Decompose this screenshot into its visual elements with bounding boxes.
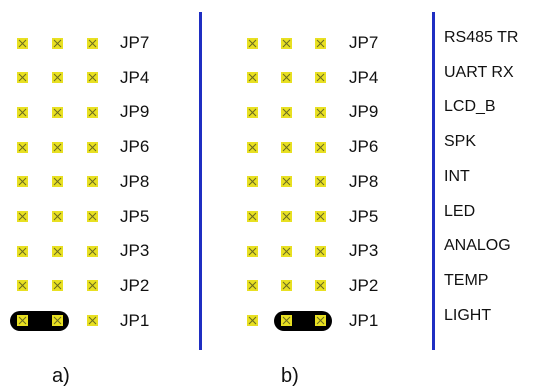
- panel-b-pin-jp1-1: [246, 315, 258, 327]
- function-label-4: INT: [444, 167, 470, 185]
- panel-a-pin-jp7-2: [51, 37, 63, 49]
- panel-b-pin-jp5-2: [280, 211, 292, 222]
- panel-a-pin-jp7-3: [86, 37, 98, 49]
- panel-a-pin-jp6-2: [51, 141, 63, 153]
- panel-b-pin-jp4-2: [280, 72, 292, 84]
- panel-b-pin-jp2-2: [280, 280, 292, 292]
- panel-a-pin-jp9-1: [16, 106, 28, 118]
- panel-b-pin-jp6-1: [246, 141, 258, 153]
- panel-a-pin-jp4-3: [86, 72, 98, 84]
- panel-a-label-jp2: JP2: [120, 275, 150, 295]
- panel-b-pin-jp9-3: [314, 106, 326, 118]
- function-label-6: ANALOG: [444, 237, 511, 255]
- panel-a-pin-jp5-2: [51, 211, 63, 222]
- panel-a-label-jp3: JP3: [120, 241, 150, 261]
- panel-a-pin-jp8-1: [16, 176, 28, 188]
- panel-a-pin-jp5-1: [16, 211, 28, 222]
- panel-b-label-jp9: JP9: [349, 102, 379, 122]
- panel-b-pin-jp9-2: [280, 106, 292, 118]
- panel-b-pin-jp6-3: [314, 141, 326, 153]
- panel-a-pin-jp3-3: [86, 245, 98, 257]
- panel-a-pin-jp9-2: [51, 106, 63, 118]
- panel-b-pin-jp1-2: [280, 315, 292, 327]
- panel-a-label-jp7: JP7: [120, 33, 150, 52]
- panel-a-pin-jp4-2: [51, 72, 63, 84]
- panel-b-pin-jp9-1: [246, 106, 258, 118]
- panel-b-pin-jp5-1: [246, 211, 258, 222]
- panel-a-pin-jp8-2: [51, 176, 63, 188]
- panel-a-pin-jp6-1: [16, 141, 28, 153]
- panel-b-pin-jp7-2: [280, 37, 292, 49]
- panel-b-pin-jp8-3: [314, 176, 326, 188]
- panel-a-pin-jp2-3: [86, 280, 98, 292]
- panel-b-pin-jp7-3: [314, 37, 326, 49]
- panel-a-label-jp4: JP4: [120, 67, 150, 87]
- divider-left: [199, 12, 202, 350]
- panel-a-pin-jp1-2: [51, 315, 63, 327]
- function-label-3: SPK: [444, 133, 477, 151]
- panel-b-pin-jp7-1: [246, 37, 258, 49]
- panel-b-pin-jp8-1: [246, 176, 258, 188]
- panel-a-label-jp8: JP8: [120, 171, 150, 191]
- panel-b-label-jp6: JP6: [349, 137, 379, 157]
- panel-b-label-jp2: JP2: [349, 275, 379, 295]
- panel-b-pin-jp3-3: [314, 245, 326, 257]
- function-label-2: LCD_B: [444, 98, 496, 116]
- panel-a-label-jp1: JP1: [120, 310, 150, 330]
- panel-a-label-jp5: JP5: [120, 206, 150, 226]
- panel-a-pin-jp3-1: [16, 245, 28, 257]
- panel-a-pin-jp1-1: [16, 315, 28, 327]
- panel-a-label-jp6: JP6: [120, 137, 150, 157]
- panel-a-pin-jp9-3: [86, 106, 98, 118]
- panel-a-pin-jp6-3: [86, 141, 98, 153]
- panel-b-pin-jp2-3: [314, 280, 326, 292]
- divider-right: [432, 12, 435, 350]
- function-label-0: RS485 TR: [444, 29, 519, 46]
- panel-b-pin-jp6-2: [280, 141, 292, 153]
- panel-a-pin-jp7-1: [16, 37, 28, 49]
- panel-b-label-jp5: JP5: [349, 206, 379, 226]
- panel-b-pin-jp2-1: [246, 280, 258, 292]
- panel-b-label-jp4: JP4: [349, 67, 379, 87]
- panel-a-pin-jp1-3: [86, 315, 98, 327]
- panel-b-label-jp1: JP1: [349, 310, 379, 330]
- panel-b-label-jp8: JP8: [349, 171, 379, 191]
- panel-b-pin-jp5-3: [314, 211, 326, 222]
- panel-b-label-jp7: JP7: [349, 33, 379, 52]
- panel-a-label-jp9: JP9: [120, 102, 150, 122]
- panel-a-pin-jp2-2: [51, 280, 63, 292]
- caption-a: a): [52, 365, 70, 387]
- panel-a-pin-jp5-3: [86, 211, 98, 222]
- panel-a-pin-jp8-3: [86, 176, 98, 188]
- caption-b: b): [281, 365, 299, 387]
- function-label-7: TEMP: [444, 271, 489, 289]
- function-label-1: UART RX: [444, 63, 514, 81]
- function-label-8: LIGHT: [444, 306, 492, 324]
- panel-b-pin-jp4-3: [314, 72, 326, 84]
- panel-b-pin-jp8-2: [280, 176, 292, 188]
- panel-b-pin-jp3-2: [280, 245, 292, 257]
- function-label-5: LED: [444, 202, 476, 220]
- panel-b-label-jp3: JP3: [349, 241, 379, 261]
- panel-a-pin-jp2-1: [16, 280, 28, 292]
- panel-b-pin-jp3-1: [246, 245, 258, 257]
- panel-b-pin-jp4-1: [246, 72, 258, 84]
- panel-b-pin-jp1-3: [314, 315, 326, 327]
- panel-a-pin-jp4-1: [16, 72, 28, 84]
- panel-a-pin-jp3-2: [51, 245, 63, 257]
